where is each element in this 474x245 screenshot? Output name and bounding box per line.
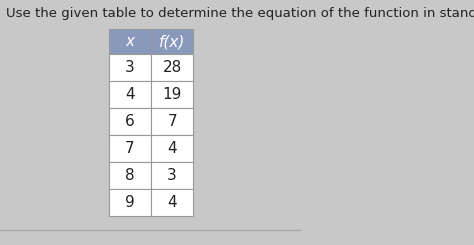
Text: 8: 8 bbox=[125, 168, 135, 183]
Text: Use the given table to determine the equation of the function in standard form.: Use the given table to determine the equ… bbox=[6, 7, 474, 20]
Bar bbox=[109, 29, 151, 54]
Bar bbox=[109, 135, 151, 162]
Text: 4: 4 bbox=[167, 141, 177, 156]
Text: 4: 4 bbox=[125, 87, 135, 102]
Text: 6: 6 bbox=[125, 114, 135, 129]
Bar bbox=[151, 135, 193, 162]
Text: 4: 4 bbox=[167, 195, 177, 210]
Bar bbox=[151, 54, 193, 81]
Text: 7: 7 bbox=[125, 141, 135, 156]
Bar bbox=[109, 81, 151, 108]
Text: 3: 3 bbox=[167, 168, 177, 183]
Bar bbox=[151, 29, 193, 54]
Text: 7: 7 bbox=[167, 114, 177, 129]
Text: 28: 28 bbox=[163, 60, 182, 75]
Text: 9: 9 bbox=[125, 195, 135, 210]
Bar bbox=[151, 81, 193, 108]
Bar bbox=[109, 162, 151, 189]
Text: 19: 19 bbox=[163, 87, 182, 102]
Text: 3: 3 bbox=[125, 60, 135, 75]
Text: f(x): f(x) bbox=[159, 34, 185, 49]
Bar bbox=[151, 162, 193, 189]
Bar bbox=[109, 108, 151, 135]
Bar bbox=[109, 54, 151, 81]
Bar bbox=[151, 108, 193, 135]
Bar bbox=[151, 189, 193, 216]
Text: x: x bbox=[125, 34, 134, 49]
Bar bbox=[109, 189, 151, 216]
